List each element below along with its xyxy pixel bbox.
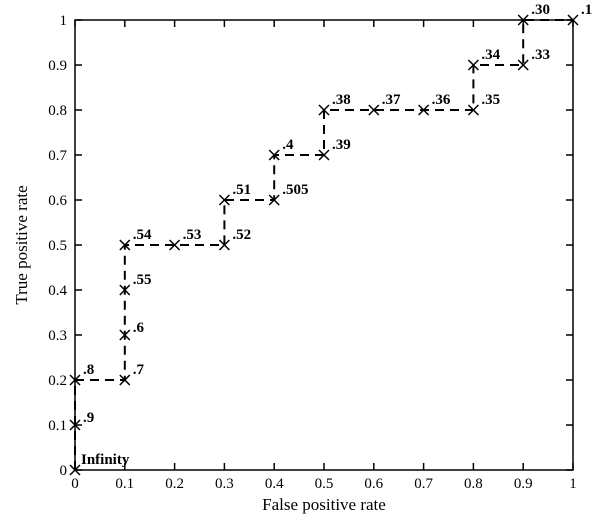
y-tick-label: 1: [60, 13, 68, 29]
point-label: .36: [432, 92, 451, 108]
point-label: Infinity: [81, 452, 130, 468]
point-label: .53: [183, 227, 202, 243]
y-tick-label: 0.5: [48, 238, 67, 254]
point-label: .7: [133, 362, 145, 378]
x-tick-label: 0.3: [215, 476, 234, 492]
point-label: .8: [83, 362, 94, 378]
point-label: .55: [133, 272, 152, 288]
x-tick-label: 1: [569, 476, 577, 492]
y-tick-label: 0.6: [48, 193, 67, 209]
point-label: .6: [133, 320, 145, 336]
point-label: .51: [232, 182, 251, 198]
y-tick-label: 0.4: [48, 283, 67, 299]
point-label: .37: [382, 92, 401, 108]
point-label: .39: [332, 137, 351, 153]
roc-chart: 0 0.1 0.2 0.3 0.4 0.5 0.6 0.7 0.8 0.9 1 0 0.1 0.2 0.3 0…: [0, 0, 600, 526]
x-tick-label: 0.9: [514, 476, 533, 492]
y-tick-label: 0: [60, 463, 68, 479]
point-label: .52: [232, 227, 251, 243]
point-label: .505: [282, 182, 308, 198]
point-label: .9: [83, 410, 94, 426]
point-label: .4: [282, 137, 294, 153]
y-tick-label: 0.9: [48, 58, 67, 74]
point-label: .34: [481, 47, 500, 63]
x-tick-label: 0.2: [165, 476, 184, 492]
point-label: .30: [531, 2, 550, 18]
y-tick-label: 0.2: [48, 373, 67, 389]
x-tick-label: 0.7: [414, 476, 433, 492]
x-tick-label: 0.1: [115, 476, 134, 492]
point-label: .38: [332, 92, 351, 108]
chart-svg: 0 0.1 0.2 0.3 0.4 0.5 0.6 0.7 0.8 0.9 1 0 0.1 0.2 0.3 0…: [0, 0, 600, 526]
y-tick-label: 0.8: [48, 103, 67, 119]
roc-curve: [75, 20, 573, 470]
x-tick-label: 0.6: [364, 476, 383, 492]
x-axis-label: False positive rate: [262, 495, 386, 514]
y-tick-label: 0.7: [48, 148, 67, 164]
point-label: .33: [531, 47, 550, 63]
y-axis-label: True positive rate: [12, 185, 31, 304]
x-tick-label: 0.8: [464, 476, 483, 492]
x-tick-label: 0.5: [315, 476, 334, 492]
x-tick-label: 0: [71, 476, 79, 492]
point-label: .54: [133, 227, 152, 243]
point-label: .35: [481, 92, 500, 108]
point-label: .1: [581, 2, 592, 18]
y-tick-label: 0.3: [48, 328, 67, 344]
y-tick-label: 0.1: [48, 418, 67, 434]
x-tick-label: 0.4: [265, 476, 284, 492]
